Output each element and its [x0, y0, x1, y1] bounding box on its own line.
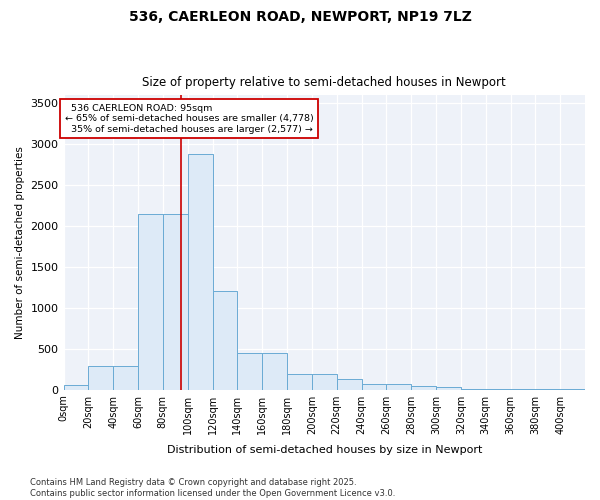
Y-axis label: Number of semi-detached properties: Number of semi-detached properties [15, 146, 25, 338]
Bar [163, 214, 188, 390]
Text: Contains HM Land Registry data © Crown copyright and database right 2025.
Contai: Contains HM Land Registry data © Crown c… [30, 478, 395, 498]
Title: Size of property relative to semi-detached houses in Newport: Size of property relative to semi-detach… [142, 76, 506, 90]
Text: 536 CAERLEON ROAD: 95sqm
← 65% of semi-detached houses are smaller (4,778)
  35%: 536 CAERLEON ROAD: 95sqm ← 65% of semi-d… [65, 104, 314, 134]
Bar [88, 366, 113, 390]
Bar [113, 366, 138, 390]
Bar [138, 214, 163, 390]
Bar [238, 353, 262, 390]
X-axis label: Distribution of semi-detached houses by size in Newport: Distribution of semi-detached houses by … [167, 445, 482, 455]
Bar [461, 389, 485, 390]
Bar [64, 385, 88, 390]
Bar [485, 389, 511, 390]
Bar [337, 380, 362, 390]
Bar [386, 384, 411, 390]
Bar [287, 374, 312, 390]
Bar [411, 386, 436, 390]
Bar [312, 374, 337, 390]
Text: 536, CAERLEON ROAD, NEWPORT, NP19 7LZ: 536, CAERLEON ROAD, NEWPORT, NP19 7LZ [128, 10, 472, 24]
Bar [436, 387, 461, 390]
Bar [362, 384, 386, 390]
Bar [262, 353, 287, 390]
Bar [188, 154, 212, 390]
Bar [212, 292, 238, 390]
